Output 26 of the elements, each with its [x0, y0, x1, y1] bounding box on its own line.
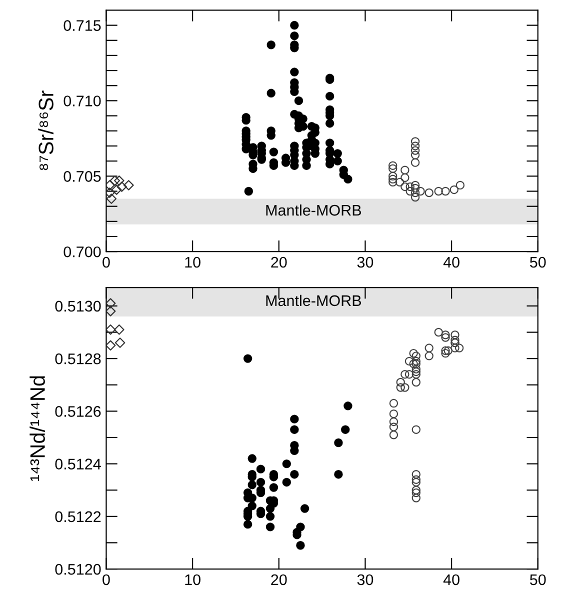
y-tick-label: 0.5128: [55, 353, 101, 364]
y-tick-label: 0.5130: [55, 300, 101, 312]
y-tick-label: 0.710: [64, 96, 101, 106]
x-tick-label: 50: [530, 256, 546, 268]
x-tick-label: 20: [271, 574, 287, 586]
x-tick-label: 10: [185, 574, 200, 586]
y-tick-label: 0.5122: [55, 511, 101, 522]
band-label: Mantle-MORB: [266, 294, 361, 306]
x-tick-label: 40: [443, 574, 460, 586]
x-tick-label: 40: [443, 256, 460, 268]
y-tick-label: 0.5126: [55, 406, 101, 417]
y-tick-label: 0.5124: [55, 458, 101, 470]
y-tick-label: 0.5120: [55, 564, 101, 575]
band-label: Mantle-MORB: [266, 204, 361, 216]
y-tick-label: 0.705: [64, 171, 101, 182]
y-axis-title: ¹⁴³Nd/¹⁴⁴Nd: [30, 376, 45, 481]
y-tick-label: 0.700: [64, 246, 101, 258]
x-tick-label: 50: [530, 574, 546, 586]
x-tick-label: 30: [357, 574, 374, 586]
x-tick-label: 0: [102, 256, 110, 268]
x-tick-label: 30: [357, 256, 374, 268]
x-tick-label: 20: [271, 256, 287, 268]
x-tick-label: 0: [102, 574, 110, 586]
x-tick-label: 10: [185, 256, 200, 268]
y-axis-title: ⁸⁷Sr/⁸⁶Sr: [38, 90, 54, 170]
y-tick-label: 0.715: [64, 20, 101, 31]
